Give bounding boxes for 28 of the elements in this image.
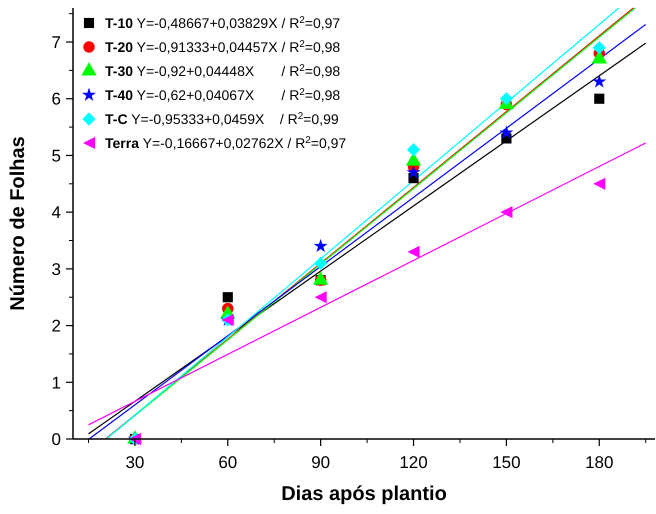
- x-tick-label: 90: [311, 453, 330, 472]
- y-axis-title: Número de Folhas: [7, 136, 29, 311]
- legend-label: T-10: [105, 15, 134, 31]
- annotation: Y=-0,92+0,04448X / R$^{2}$=0,98: [136, 62, 340, 79]
- annotation: Y=-0,16667+0,02762X / R$^{2}$=0,97: [142, 134, 346, 151]
- legend-label: T-20: [105, 39, 134, 55]
- x-axis-title: Dias após plantio: [281, 483, 447, 505]
- y-tick-label: 2: [52, 316, 61, 336]
- legend-label: T-30: [105, 63, 134, 79]
- x-tick-label: 60: [218, 453, 238, 472]
- y-tick-label: 4: [52, 203, 61, 222]
- x-tick-label: 120: [399, 453, 428, 472]
- annotation: Y=-0,95333+0,0459X / R$^{2}$=0,99: [131, 110, 339, 127]
- y-tick-label: 3: [52, 260, 61, 279]
- y-tick-label: 0: [52, 430, 61, 449]
- y-tick-label: 7: [52, 33, 61, 52]
- legend-label: Terra: [105, 135, 140, 151]
- legend-label: T-C: [105, 111, 128, 127]
- x-tick-label: 30: [125, 453, 144, 472]
- annotation: Y=-0,48667+0,03829X / R$^{2}$=0,97: [136, 14, 340, 31]
- y-tick-label: 6: [52, 90, 61, 109]
- y-tick-label: 5: [52, 146, 61, 166]
- y-tick-label: 1: [52, 373, 61, 392]
- annotation: Y=-0,91333+0,04457X / R$^{2}$=0,98: [136, 38, 340, 55]
- annotation: Y=-0,62+0,04067X / R$^{2}$=0,98: [136, 86, 340, 103]
- legend-label: T-40: [105, 87, 134, 103]
- x-tick-label: 180: [585, 453, 614, 472]
- x-tick-label: 150: [492, 453, 521, 472]
